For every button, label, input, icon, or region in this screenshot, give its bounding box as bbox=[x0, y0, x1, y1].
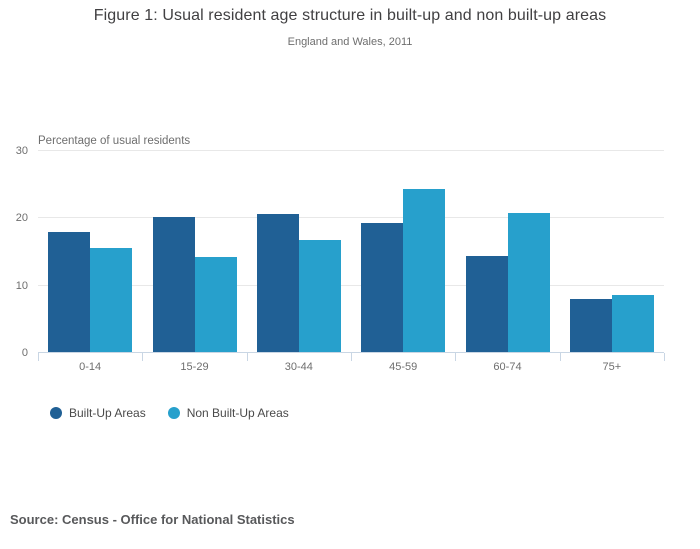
bar-built-up-areas-30-44[interactable] bbox=[256, 213, 299, 352]
bar-built-up-areas-45-59[interactable] bbox=[361, 223, 404, 352]
x-cat-label-30-44: 30-44 bbox=[284, 361, 313, 373]
gridline-20 bbox=[38, 217, 664, 219]
legend: Built-Up Areas Non Built-Up Areas bbox=[50, 406, 289, 420]
x-axis-tick bbox=[38, 353, 39, 361]
x-cat-label-60-74: 60-74 bbox=[493, 361, 522, 373]
x-axis-line bbox=[38, 352, 664, 353]
bar-non-built-up-areas-45-59[interactable] bbox=[403, 189, 446, 352]
x-cat-label-75: 75+ bbox=[602, 361, 622, 373]
y-tick-label-10: 10 bbox=[15, 279, 28, 292]
bar-built-up-areas-75[interactable] bbox=[569, 299, 612, 352]
y-axis-title: Percentage of usual residents bbox=[38, 135, 191, 147]
gridline-30 bbox=[38, 150, 664, 151]
x-axis-tick bbox=[351, 353, 352, 361]
bar-non-built-up-areas-15-29[interactable] bbox=[194, 257, 237, 352]
chart-subtitle: England and Wales, 2011 bbox=[287, 36, 413, 48]
legend-item-built-up-areas[interactable]: Built-Up Areas bbox=[50, 406, 146, 420]
chart-title: Figure 1: Usual resident age structure i… bbox=[93, 7, 607, 24]
source-text: Source: Census - Office for National Sta… bbox=[10, 512, 295, 527]
y-tick-label-0: 0 bbox=[21, 347, 28, 359]
legend-label: Non Built-Up Areas bbox=[186, 406, 289, 420]
bar-built-up-areas-0-14[interactable] bbox=[48, 232, 91, 352]
x-axis-tick bbox=[246, 353, 248, 361]
legend-swatch-icon bbox=[50, 407, 62, 419]
bar-built-up-areas-15-29[interactable] bbox=[152, 216, 195, 352]
x-cat-label-15-29: 15-29 bbox=[180, 361, 209, 373]
gridline-10 bbox=[38, 284, 664, 286]
y-tick-label-30: 30 bbox=[15, 145, 28, 157]
y-tick-label-20: 20 bbox=[15, 212, 28, 225]
x-axis-tick bbox=[559, 353, 561, 361]
x-cat-label-0-14: 0-14 bbox=[79, 361, 102, 373]
x-axis-tick bbox=[664, 353, 665, 361]
x-axis-tick bbox=[455, 353, 457, 361]
bar-built-up-areas-60-74[interactable] bbox=[465, 255, 508, 352]
bar-non-built-up-areas-60-74[interactable] bbox=[507, 213, 550, 352]
legend-swatch-icon bbox=[167, 407, 180, 419]
bar-non-built-up-areas-0-14[interactable] bbox=[90, 248, 133, 352]
bar-non-built-up-areas-75[interactable] bbox=[611, 295, 654, 352]
x-axis-tick bbox=[142, 353, 144, 361]
bar-non-built-up-areas-30-44[interactable] bbox=[298, 239, 341, 352]
legend-item-non-built-up-areas[interactable]: Non Built-Up Areas bbox=[167, 406, 289, 420]
legend-label: Built-Up Areas bbox=[69, 406, 146, 420]
x-cat-label-45-59: 45-59 bbox=[389, 361, 418, 373]
